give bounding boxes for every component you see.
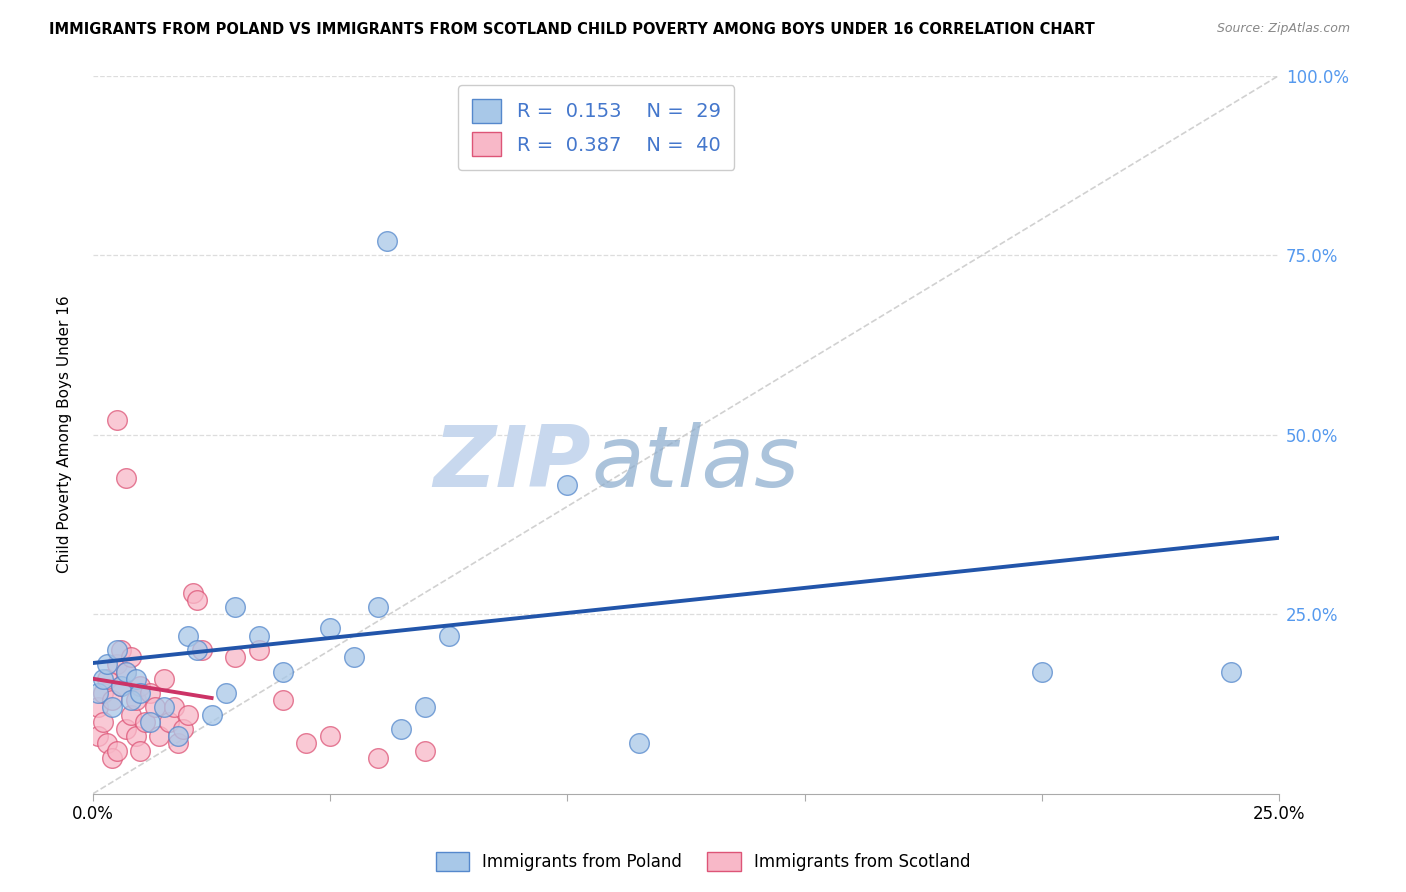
Point (295, 736, 318, 750)
Point (153, 700, 176, 714)
Point (139, 686, 162, 700)
Point (115, 722, 138, 736)
Point (125, 693, 148, 707)
Point (101, 700, 124, 714)
Point (110, 643, 132, 657)
Point (224, 599, 246, 614)
Point (91, 672, 114, 686)
Point (167, 736, 190, 750)
Point (153, 672, 176, 686)
Point (167, 729, 190, 743)
Point (120, 707, 142, 722)
Point (247, 643, 270, 657)
Point (115, 665, 138, 679)
Point (105, 743, 128, 757)
Point (1220, 665, 1243, 679)
Point (87, 686, 110, 700)
Point (186, 643, 208, 657)
Point (105, 657, 128, 672)
Point (87, 729, 110, 743)
Point (134, 714, 156, 729)
Point (91, 714, 114, 729)
Point (557, 478, 579, 492)
Text: IMMIGRANTS FROM POLAND VS IMMIGRANTS FROM SCOTLAND CHILD POVERTY AMONG BOYS UNDE: IMMIGRANTS FROM POLAND VS IMMIGRANTS FRO… (49, 22, 1095, 37)
Legend: Immigrants from Poland, Immigrants from Scotland: Immigrants from Poland, Immigrants from … (427, 843, 979, 880)
Point (139, 714, 162, 729)
Point (96, 657, 118, 672)
Point (125, 672, 148, 686)
Point (375, 234, 398, 248)
Point (224, 650, 246, 665)
Text: Source: ZipAtlas.com: Source: ZipAtlas.com (1216, 22, 1350, 36)
Point (110, 679, 132, 693)
Point (1031, 665, 1053, 679)
Point (105, 413, 128, 427)
Point (319, 729, 342, 743)
Point (129, 686, 152, 700)
Point (367, 751, 389, 765)
Point (115, 665, 138, 679)
Point (125, 729, 148, 743)
Point (177, 707, 200, 722)
Point (110, 679, 132, 693)
Point (215, 686, 238, 700)
Point (437, 629, 460, 643)
Point (105, 643, 128, 657)
Point (96, 736, 118, 750)
Point (163, 700, 186, 714)
Point (627, 736, 650, 750)
Legend: R =  0.153    N =  29, R =  0.387    N =  40: R = 0.153 N = 29, R = 0.387 N = 40 (458, 86, 734, 169)
Point (177, 629, 200, 643)
Point (181, 585, 204, 599)
Point (91, 686, 114, 700)
Point (129, 679, 152, 693)
Point (101, 751, 124, 765)
Point (271, 693, 294, 707)
Point (96, 672, 118, 686)
Point (413, 700, 436, 714)
Point (200, 707, 222, 722)
Point (129, 743, 152, 757)
Point (120, 693, 142, 707)
Point (191, 643, 214, 657)
Point (143, 700, 166, 714)
Point (537, 90, 560, 104)
Point (343, 650, 366, 665)
Point (157, 714, 180, 729)
Text: ZIP: ZIP (433, 422, 591, 505)
Y-axis label: Child Poverty Among Boys Under 16: Child Poverty Among Boys Under 16 (58, 296, 72, 574)
Point (247, 629, 270, 643)
Point (172, 722, 194, 736)
Point (389, 722, 412, 736)
Point (115, 471, 138, 485)
Point (120, 650, 142, 665)
Point (413, 743, 436, 757)
Point (186, 592, 208, 607)
Point (271, 665, 294, 679)
Text: atlas: atlas (591, 422, 799, 505)
Point (87, 700, 110, 714)
Point (148, 729, 170, 743)
Point (101, 693, 124, 707)
Point (319, 622, 342, 636)
Point (367, 599, 389, 614)
